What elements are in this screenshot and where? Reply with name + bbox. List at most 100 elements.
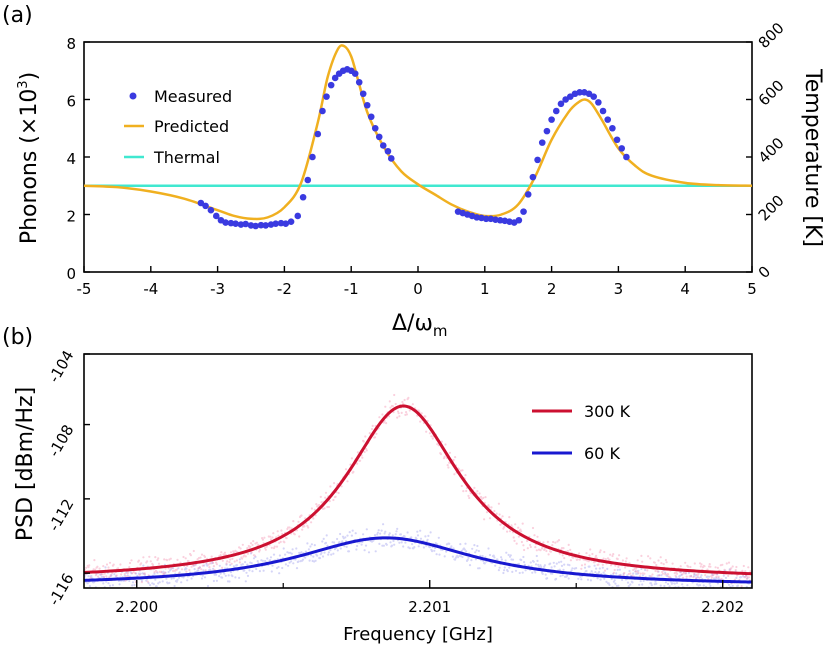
noise-point: [434, 542, 437, 545]
noise-point: [529, 545, 532, 549]
noise-point: [235, 564, 238, 567]
noise-point: [517, 526, 520, 529]
noise-point: [149, 560, 152, 563]
noise-point: [709, 565, 712, 568]
noise-point: [687, 571, 691, 575]
noise-point: [324, 491, 328, 494]
noise-point: [739, 576, 742, 579]
noise-point: [529, 543, 532, 547]
noise-point: [223, 553, 226, 556]
noise-point: [275, 545, 279, 548]
noise-point: [321, 555, 325, 558]
noise-point: [323, 507, 326, 510]
noise-point: [560, 546, 564, 550]
noise-point: [240, 556, 243, 559]
noise-point: [696, 573, 699, 576]
noise-point: [354, 532, 357, 535]
measured-point: [524, 191, 532, 198]
noise-point: [226, 580, 230, 583]
noise-point: [613, 579, 616, 582]
noise-point: [598, 551, 601, 554]
noise-point: [184, 567, 187, 570]
noise-point: [278, 554, 281, 557]
noise-point: [172, 577, 175, 580]
noise-point: [704, 574, 707, 577]
panel-b-x-tick-label: 2.200: [115, 598, 158, 616]
noise-point: [399, 533, 402, 536]
noise-point: [697, 584, 700, 587]
noise-point: [155, 585, 158, 588]
noise-point: [702, 584, 705, 587]
noise-point: [220, 551, 223, 554]
noise-point: [490, 506, 493, 509]
measured-point: [538, 139, 546, 146]
noise-point: [451, 555, 454, 558]
noise-point: [570, 569, 573, 572]
noise-point: [363, 450, 366, 454]
noise-point: [215, 563, 218, 566]
noise-point: [711, 574, 714, 577]
measured-point: [294, 212, 302, 220]
noise-point: [136, 574, 139, 578]
noise-point: [614, 564, 617, 567]
noise-point: [362, 533, 365, 536]
noise-point: [454, 556, 457, 559]
noise-point: [483, 518, 486, 521]
noise-point: [716, 573, 719, 576]
measured-point: [242, 220, 249, 228]
measured-point: [520, 208, 527, 215]
measured-point: [355, 78, 363, 86]
noise-point: [101, 573, 104, 576]
noise-point: [328, 500, 331, 503]
noise-point: [227, 574, 230, 577]
noise-point: [282, 540, 285, 543]
noise-point: [690, 575, 693, 578]
noise-point: [494, 564, 497, 567]
noise-point: [344, 536, 347, 539]
noise-point: [533, 534, 536, 537]
noise-point: [355, 548, 358, 551]
noise-point: [659, 584, 662, 587]
noise-point: [700, 563, 703, 566]
noise-point: [523, 563, 527, 566]
noise-point: [446, 464, 449, 467]
noise-point: [524, 569, 527, 572]
noise-point: [389, 541, 392, 544]
noise-point: [84, 573, 87, 576]
noise-point: [717, 577, 720, 580]
noise-point: [351, 529, 354, 532]
noise-point: [198, 566, 201, 569]
noise-point: [282, 547, 285, 550]
noise-point: [352, 470, 355, 473]
noise-point: [483, 562, 486, 565]
noise-point: [226, 560, 229, 563]
noise-point: [674, 574, 677, 577]
noise-point: [189, 554, 192, 557]
noise-point: [235, 564, 238, 567]
noise-point: [390, 404, 394, 408]
noise-point: [347, 550, 351, 553]
noise-point: [232, 551, 235, 554]
noise-point: [231, 575, 234, 578]
noise-point: [94, 574, 97, 577]
noise-point: [547, 553, 550, 556]
noise-point: [411, 543, 414, 546]
noise-point: [327, 551, 330, 554]
noise-point: [546, 540, 550, 544]
noise-point: [143, 572, 146, 575]
noise-point: [487, 504, 490, 507]
noise-point: [646, 569, 649, 572]
noise-point: [644, 568, 647, 572]
noise-point: [727, 583, 731, 586]
panel-a-x-axis-label: Δ/ωm: [392, 311, 448, 340]
noise-point: [641, 574, 645, 577]
noise-point: [346, 480, 349, 483]
noise-point: [567, 577, 570, 580]
noise-point: [166, 582, 169, 585]
noise-point: [287, 526, 290, 529]
noise-point: [535, 554, 538, 558]
noise-point: [394, 533, 397, 536]
noise-point: [401, 400, 404, 404]
noise-point: [696, 573, 699, 577]
noise-point: [368, 432, 371, 435]
